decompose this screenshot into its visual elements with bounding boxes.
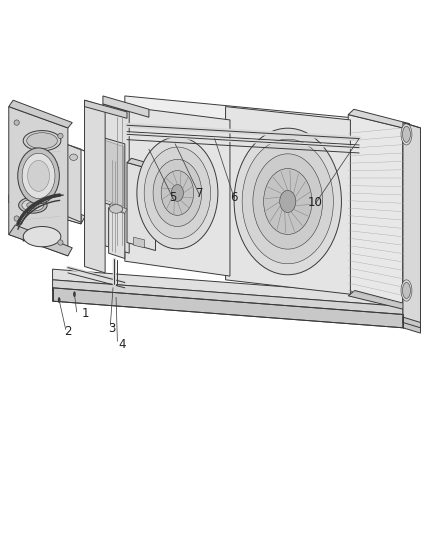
Ellipse shape [144, 147, 211, 239]
Polygon shape [53, 288, 403, 328]
Polygon shape [403, 123, 420, 328]
Polygon shape [127, 163, 155, 251]
Polygon shape [9, 107, 68, 256]
Polygon shape [9, 195, 85, 224]
Polygon shape [226, 107, 350, 294]
Text: 5: 5 [170, 191, 177, 204]
Polygon shape [348, 115, 403, 304]
Ellipse shape [58, 240, 63, 245]
Text: 10: 10 [308, 196, 323, 209]
Ellipse shape [264, 168, 312, 235]
Text: 4: 4 [118, 338, 126, 351]
Text: 1: 1 [81, 307, 89, 320]
Ellipse shape [58, 133, 63, 139]
Polygon shape [125, 96, 403, 282]
Ellipse shape [234, 128, 342, 275]
Polygon shape [125, 107, 230, 276]
Ellipse shape [28, 160, 49, 191]
Polygon shape [66, 144, 94, 155]
Ellipse shape [22, 154, 55, 199]
Polygon shape [85, 100, 127, 118]
Ellipse shape [171, 184, 184, 201]
Ellipse shape [18, 148, 59, 204]
Polygon shape [85, 100, 105, 273]
Ellipse shape [137, 137, 218, 249]
Polygon shape [53, 269, 403, 306]
Polygon shape [109, 208, 125, 259]
Text: 7: 7 [195, 187, 203, 200]
Ellipse shape [403, 126, 410, 142]
Polygon shape [9, 100, 72, 128]
Polygon shape [403, 317, 420, 333]
Ellipse shape [153, 159, 202, 227]
Ellipse shape [27, 133, 57, 149]
Polygon shape [9, 225, 72, 256]
Ellipse shape [14, 216, 19, 221]
Ellipse shape [403, 282, 410, 298]
Polygon shape [134, 237, 145, 248]
Polygon shape [127, 158, 160, 171]
Ellipse shape [253, 154, 323, 249]
Ellipse shape [401, 280, 412, 301]
Polygon shape [23, 138, 60, 241]
Polygon shape [103, 138, 125, 209]
Polygon shape [53, 280, 403, 317]
Text: 3: 3 [108, 322, 115, 335]
Ellipse shape [23, 131, 61, 151]
Polygon shape [103, 104, 129, 253]
Polygon shape [109, 204, 127, 213]
Text: 6: 6 [230, 191, 238, 204]
Ellipse shape [73, 292, 76, 297]
Polygon shape [23, 138, 60, 241]
Ellipse shape [242, 139, 333, 264]
Text: 2: 2 [64, 325, 72, 338]
Ellipse shape [58, 297, 60, 303]
Ellipse shape [18, 197, 47, 213]
Ellipse shape [27, 202, 39, 208]
Ellipse shape [401, 124, 412, 145]
Ellipse shape [161, 171, 194, 215]
Polygon shape [103, 96, 149, 117]
Polygon shape [9, 195, 81, 224]
Ellipse shape [22, 199, 44, 211]
Polygon shape [66, 144, 81, 222]
Ellipse shape [70, 154, 78, 160]
Ellipse shape [280, 190, 296, 213]
Polygon shape [348, 290, 410, 309]
Ellipse shape [14, 120, 19, 125]
Polygon shape [104, 140, 124, 206]
Ellipse shape [23, 227, 61, 247]
Polygon shape [348, 109, 410, 128]
Ellipse shape [110, 205, 123, 213]
Polygon shape [403, 124, 410, 304]
